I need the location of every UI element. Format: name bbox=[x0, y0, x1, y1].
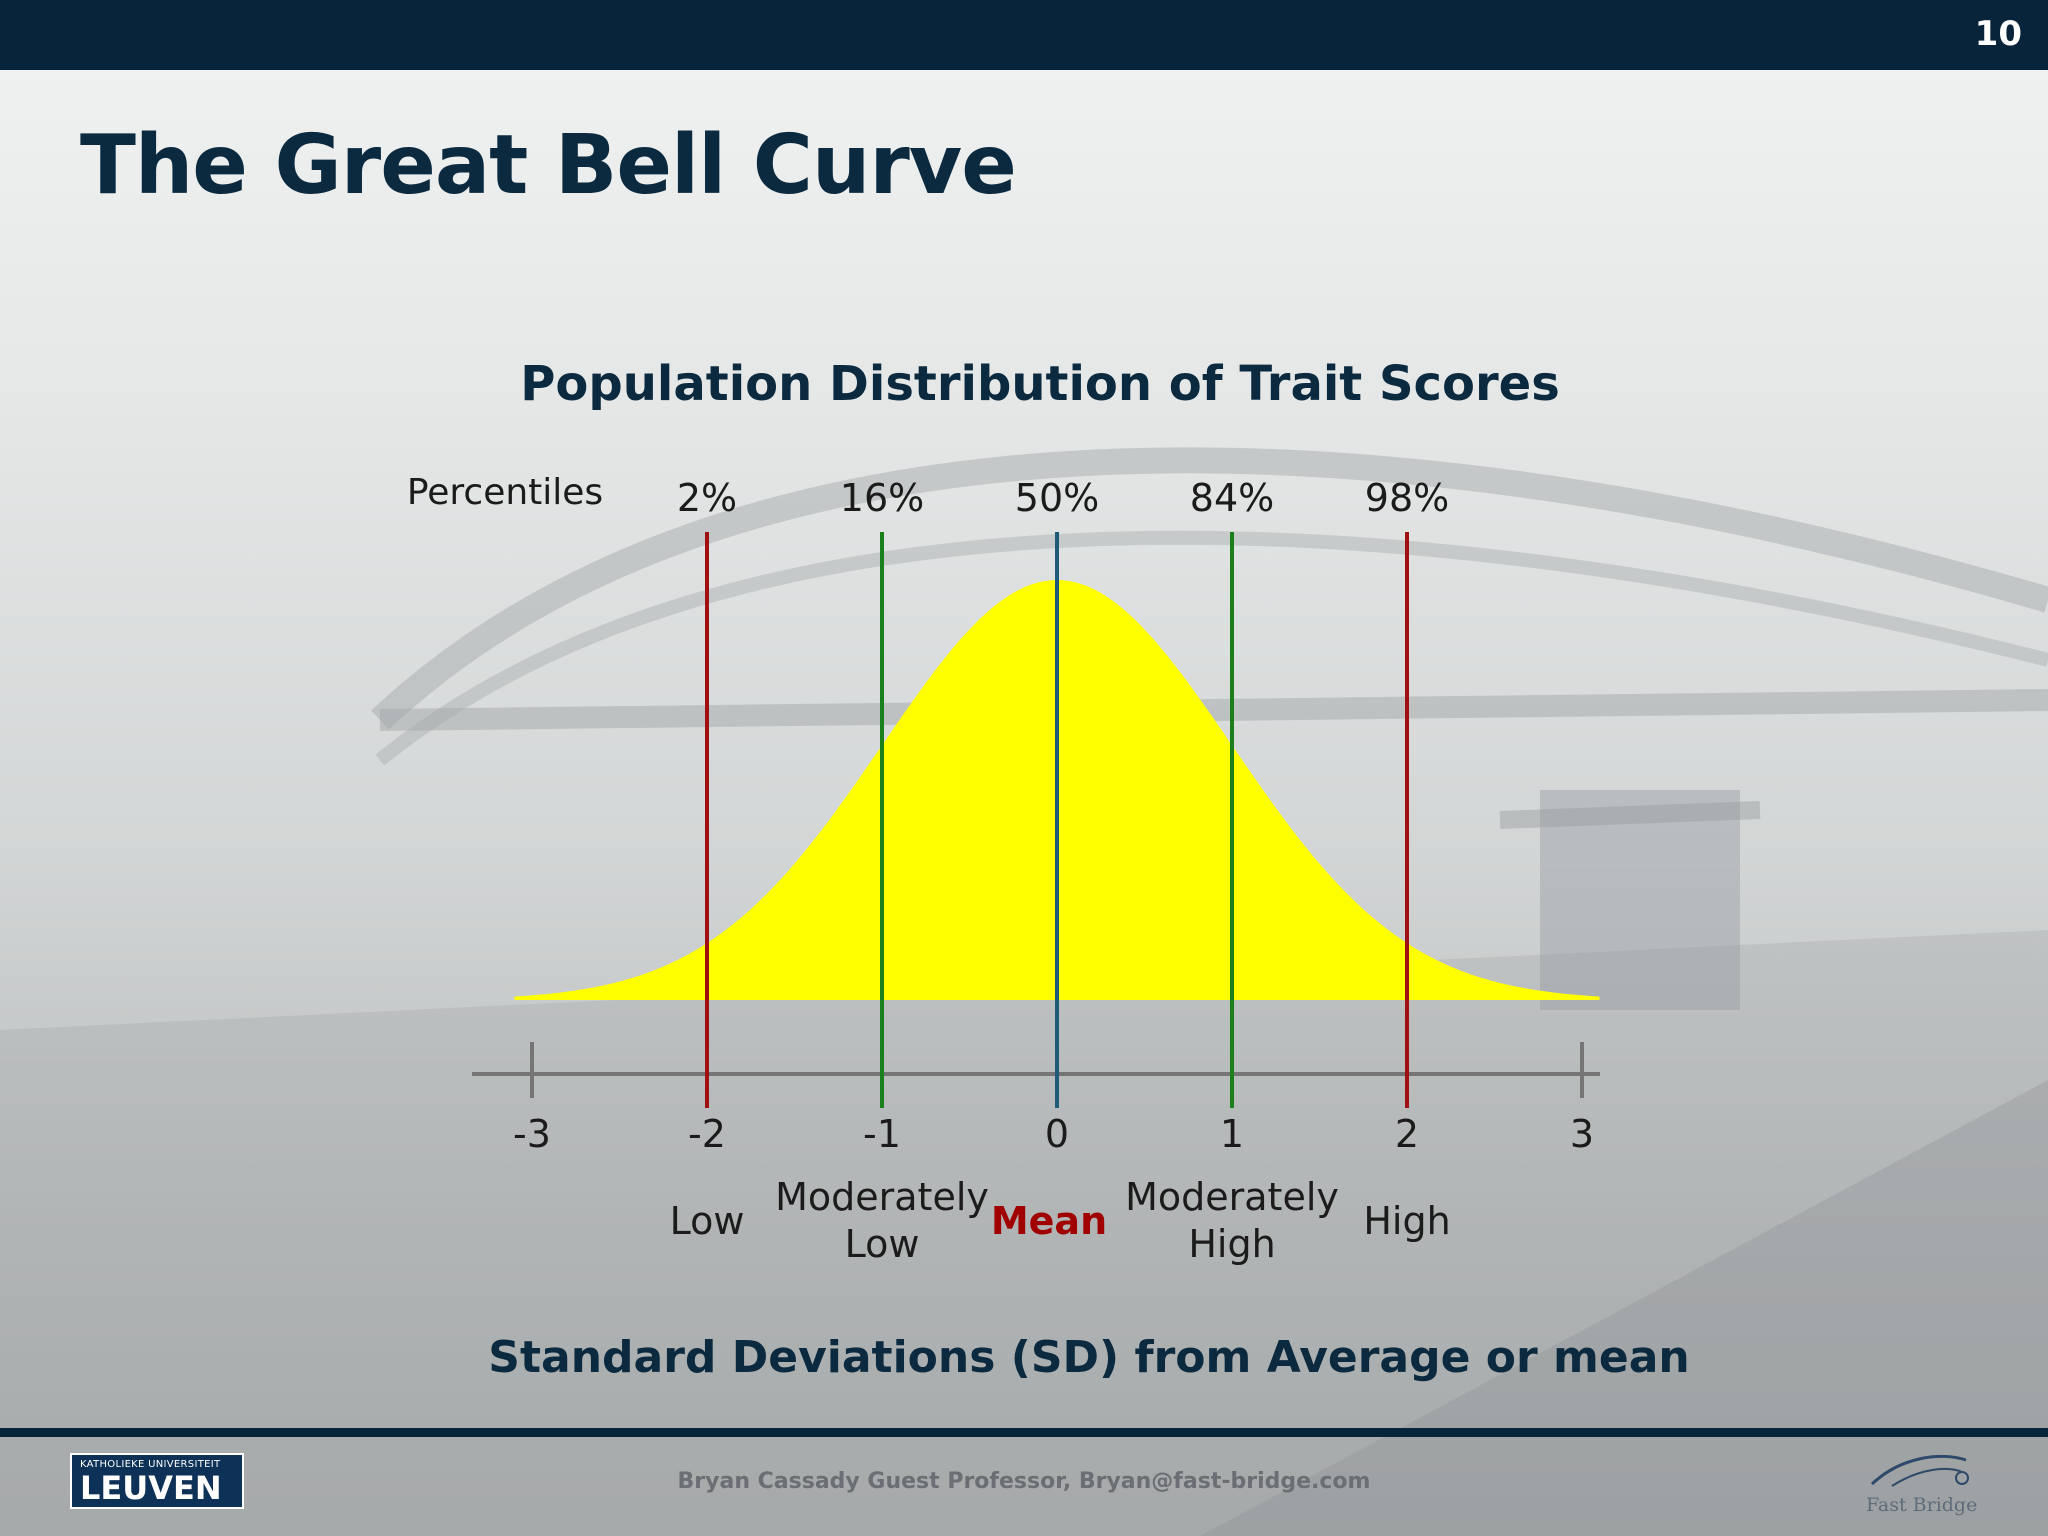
tick-label: -1 bbox=[863, 1112, 901, 1156]
tick-label: -3 bbox=[513, 1112, 551, 1156]
leuven-logo-subtitle: KATHOLIEKE UNIVERSITEIT bbox=[80, 1459, 221, 1470]
x-axis-label: Standard Deviations (SD) from Average or… bbox=[488, 1332, 1689, 1383]
category-label: Moderately bbox=[1125, 1175, 1339, 1219]
percentile-label: 2% bbox=[677, 476, 737, 520]
fast-bridge-logo-text: Fast Bridge bbox=[1866, 1494, 1978, 1516]
category-label: High bbox=[1188, 1222, 1275, 1266]
category-label: Moderately bbox=[775, 1175, 989, 1219]
category-label: High bbox=[1363, 1199, 1450, 1243]
percentile-label: 84% bbox=[1190, 476, 1274, 520]
chart-marks: -3 -2 -1 0 1 2 32% 16% 50% 84% 98%LowModeratelyLow… bbox=[472, 476, 1600, 1266]
leuven-logo-name: LEUVEN bbox=[80, 1469, 222, 1507]
tick-label: -2 bbox=[688, 1112, 726, 1156]
leuven-logo: KATHOLIEKE UNIVERSITEIT LEUVEN bbox=[70, 1453, 244, 1509]
fast-bridge-swoosh-icon bbox=[1870, 1454, 1969, 1487]
tick-label: 1 bbox=[1220, 1112, 1244, 1156]
percentile-label: 98% bbox=[1365, 476, 1449, 520]
category-label: Low bbox=[670, 1199, 745, 1243]
slide-title: The Great Bell Curve bbox=[80, 118, 1017, 213]
top-bar: 10 bbox=[0, 0, 2048, 70]
category-label: Mean bbox=[991, 1199, 1107, 1243]
fast-bridge-logo: Fast Bridge bbox=[1862, 1446, 1982, 1518]
percentile-label: 16% bbox=[840, 476, 924, 520]
tick-label: 2 bbox=[1395, 1112, 1419, 1156]
chart-title: Population Distribution of Trait Scores bbox=[520, 356, 1560, 412]
footer-text: Bryan Cassady Guest Professor, Bryan@fas… bbox=[677, 1469, 1371, 1494]
bottom-bar bbox=[0, 1428, 2048, 1437]
percentile-label: 50% bbox=[1015, 476, 1099, 520]
percentiles-heading: Percentiles bbox=[407, 472, 603, 513]
tick-label: 3 bbox=[1570, 1112, 1594, 1156]
tick-label: 0 bbox=[1045, 1112, 1069, 1156]
category-label: Low bbox=[845, 1222, 920, 1266]
slide-number: 10 bbox=[1974, 14, 2022, 54]
